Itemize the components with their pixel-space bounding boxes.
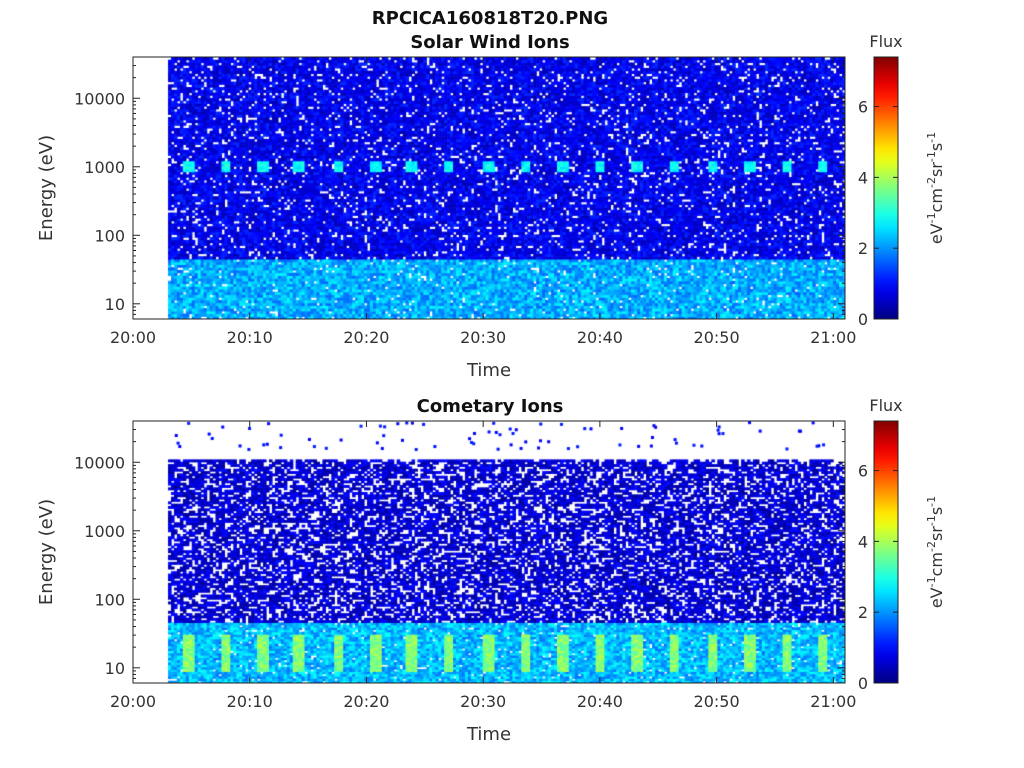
x-tick-label: 21:00	[810, 328, 856, 347]
colorbar-tick-label: 6	[858, 462, 868, 481]
y-tick-label: 10000	[74, 89, 125, 108]
unit-base: s	[927, 507, 946, 515]
colorbar-tick-label: 4	[858, 168, 868, 187]
y-tick-label: 1000	[84, 522, 125, 541]
unit-base: eV	[927, 223, 946, 244]
panel-cometary: Cometary Ions 20:00 20:10 20:20 20:30 20:40 2…	[36, 396, 946, 745]
y-tick-label: 100	[94, 226, 125, 245]
plot-frame-cometary	[132, 420, 846, 684]
unit-exponent: -1	[925, 496, 938, 507]
colorbar-unit-label: eV-1cm-2sr-1s-1	[925, 132, 946, 244]
unit-exponent: -1	[925, 132, 938, 143]
heatmap-image	[133, 57, 845, 319]
panel-solar-wind: Solar Wind Ions 20:00 20:10 20:20 20:30 20:4…	[36, 32, 946, 381]
x-tick-label: 20:00	[110, 692, 156, 711]
y-tick-label: 1000	[84, 158, 125, 177]
x-tick-label: 20:20	[343, 692, 389, 711]
x-axis-label-solar-wind: Time	[466, 360, 511, 381]
unit-exponent: -1	[925, 576, 938, 587]
unit-base: sr	[927, 526, 946, 541]
unit-base: cm	[927, 552, 946, 576]
y-tick-label: 100	[94, 590, 125, 609]
axes-cometary: 20:00 20:10 20:20 20:30 20:40 20:50 21:00 10 100…	[74, 420, 856, 711]
y-tick-label: 10	[105, 659, 125, 678]
colorbar-title: Flux	[869, 32, 902, 51]
x-tick-label: 20:40	[577, 328, 623, 347]
plot-frame-solar-wind	[132, 56, 846, 320]
colorbar-tick-label: 4	[858, 532, 868, 551]
colorbar-title: Flux	[869, 396, 902, 415]
colorbar-tick-label: 2	[858, 603, 868, 622]
colorbar-tick-label: 0	[858, 674, 868, 693]
panel-title-cometary: Cometary Ions	[417, 396, 564, 417]
heatmap-image	[133, 421, 845, 683]
colorbar-tick-label: 2	[858, 239, 868, 258]
y-tick-label: 10	[105, 295, 125, 314]
unit-base: s	[927, 143, 946, 151]
y-axis-label-solar-wind: Energy (eV)	[36, 135, 57, 241]
colorbar-gradient	[873, 420, 899, 684]
y-axis-label-cometary: Energy (eV)	[36, 499, 57, 605]
unit-base: cm	[927, 188, 946, 212]
x-tick-label: 20:30	[460, 328, 506, 347]
x-tick-label: 20:50	[694, 692, 740, 711]
colorbar-gradient	[873, 56, 899, 320]
unit-base: sr	[927, 162, 946, 177]
x-tick-label: 20:00	[110, 328, 156, 347]
unit-exponent: -2	[925, 177, 938, 188]
x-tick-label: 20:50	[694, 328, 740, 347]
x-tick-label: 21:00	[810, 692, 856, 711]
unit-exponent: -1	[925, 515, 938, 526]
unit-exponent: -1	[925, 212, 938, 223]
colorbar-tick-label: 0	[858, 310, 868, 329]
unit-exponent: -1	[925, 151, 938, 162]
axes-solar-wind: 20:00 20:10 20:20 20:30 20:40 20:50 21:00 10 100…	[74, 56, 856, 347]
figure-title: RPCICA160818T20.PNG	[372, 8, 608, 29]
heatmap-cometary	[133, 421, 845, 683]
panel-title-solar-wind: Solar Wind Ions	[410, 32, 569, 53]
colorbar-tick-label: 6	[858, 98, 868, 117]
unit-exponent: -2	[925, 541, 938, 552]
x-tick-label: 20:10	[227, 328, 273, 347]
x-tick-label: 20:20	[343, 328, 389, 347]
x-axis-label-cometary: Time	[466, 724, 511, 745]
heatmap-solar-wind	[133, 57, 845, 319]
y-tick-label: 10000	[74, 453, 125, 472]
colorbar-unit-label: eV-1cm-2sr-1s-1	[925, 496, 946, 608]
unit-base: eV	[927, 587, 946, 608]
x-tick-label: 20:40	[577, 692, 623, 711]
x-tick-label: 20:10	[227, 692, 273, 711]
x-tick-label: 20:30	[460, 692, 506, 711]
